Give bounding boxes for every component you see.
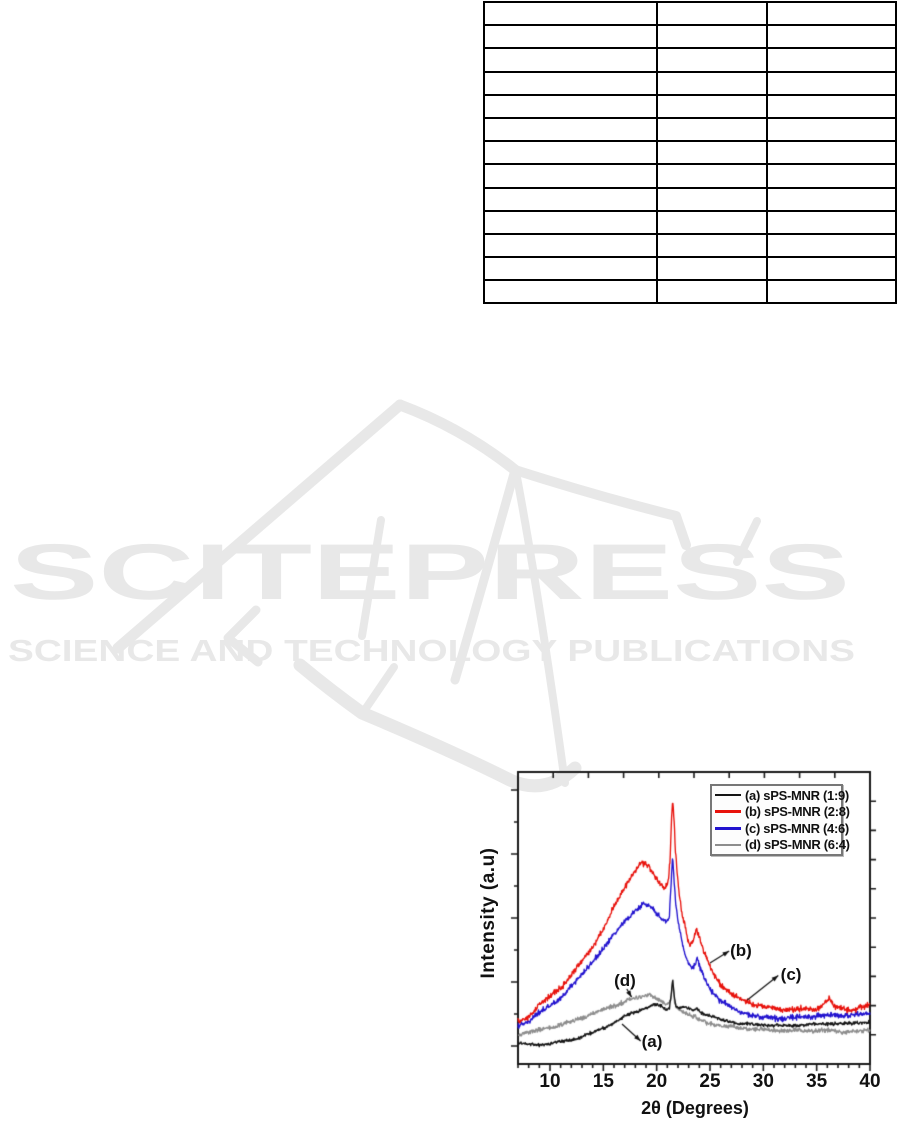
legend-line-swatch xyxy=(715,826,741,830)
chart-legend: (a) sPS-MNR (1:9) (b) sPS-MNR (2:8) (c) sP… xyxy=(710,784,850,856)
legend-label: (b) sPS-MNR (2:8) xyxy=(745,804,850,820)
x-tick-label: 20 xyxy=(646,1071,668,1092)
legend-item: (b) sPS-MNR (2:8) xyxy=(712,804,850,819)
y-axis-title: Intensity (a.u) xyxy=(478,847,499,979)
x-tick-label: 15 xyxy=(592,1071,614,1092)
legend-label: (c) sPS-MNR (4:6) xyxy=(745,820,849,836)
curve-annotation: (c) xyxy=(780,964,802,984)
x-tick-label: 30 xyxy=(752,1071,774,1092)
legend-label: (a) sPS-MNR (1:9) xyxy=(745,787,849,803)
x-tick-label: 40 xyxy=(859,1071,881,1092)
legend-line-swatch xyxy=(715,793,741,797)
x-tick-label: 10 xyxy=(539,1071,561,1092)
curve-annotation: (a) xyxy=(641,1032,663,1052)
x-tick-label: 35 xyxy=(806,1071,828,1092)
legend-line-swatch xyxy=(715,843,741,847)
legend-line-swatch xyxy=(715,810,741,813)
x-axis-title: 2θ (Degrees) xyxy=(641,1098,749,1118)
legend-item: (a) sPS-MNR (1:9) xyxy=(712,788,849,803)
curve-annotation: (b) xyxy=(730,940,752,960)
legend-item: (c) sPS-MNR (4:6) xyxy=(712,821,849,836)
curve-annotation: (d) xyxy=(614,971,636,991)
x-tick-label: 25 xyxy=(699,1071,721,1092)
legend-label: (d) sPS-MNR (6:4) xyxy=(745,837,850,853)
legend-item: (d) sPS-MNR (6:4) xyxy=(712,837,850,852)
